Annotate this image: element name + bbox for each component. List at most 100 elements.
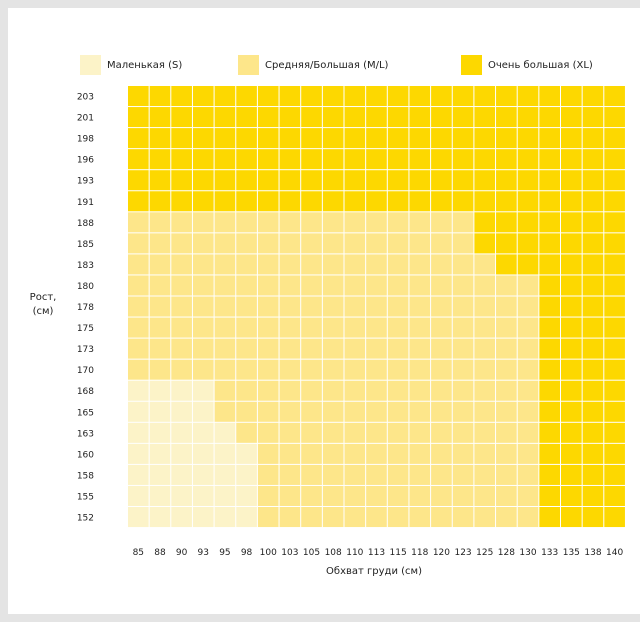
legend-label-ml: Средняя/Большая (M/L): [265, 60, 389, 71]
cell-163-135: [561, 422, 582, 443]
cell-191-110: [344, 191, 366, 212]
cell-183-100: [257, 254, 279, 275]
cell-175-123: [452, 317, 474, 338]
cell-185-85: [128, 233, 149, 254]
cell-165-98: [236, 401, 257, 422]
cell-152-108: [322, 507, 344, 528]
cell-191-138: [582, 191, 604, 212]
cell-196-98: [236, 149, 257, 170]
cell-160-88: [149, 443, 171, 464]
cell-198-110: [344, 128, 366, 149]
cell-152-88: [149, 507, 171, 528]
cell-168-118: [409, 380, 431, 401]
x-tick-label: 125: [476, 548, 493, 558]
cell-198-105: [301, 128, 322, 149]
cell-163-105: [301, 422, 322, 443]
cell-183-85: [128, 254, 149, 275]
cell-170-88: [149, 359, 171, 380]
cell-185-130: [517, 233, 539, 254]
cell-165-138: [582, 401, 604, 422]
cell-178-130: [517, 296, 539, 317]
cell-170-140: [604, 359, 625, 380]
cell-175-85: [128, 317, 149, 338]
cell-178-93: [192, 296, 214, 317]
cell-183-120: [431, 254, 452, 275]
cell-188-118: [409, 212, 431, 233]
cell-180-130: [517, 275, 539, 296]
cell-180-100: [257, 275, 279, 296]
cell-160-113: [366, 443, 387, 464]
cell-173-100: [257, 338, 279, 359]
y-tick-label: 193: [77, 177, 94, 187]
cell-191-90: [171, 191, 192, 212]
cell-198-85: [128, 128, 149, 149]
cell-175-135: [561, 317, 582, 338]
cell-175-128: [496, 317, 517, 338]
cell-173-123: [452, 338, 474, 359]
cell-183-140: [604, 254, 625, 275]
cell-163-120: [431, 422, 452, 443]
cell-183-123: [452, 254, 474, 275]
cell-175-105: [301, 317, 322, 338]
cell-196-88: [149, 149, 171, 170]
legend-swatch-xl: [461, 55, 482, 75]
y-tick-label: 163: [77, 429, 94, 439]
cell-198-93: [192, 128, 214, 149]
cell-185-95: [214, 233, 236, 254]
cell-158-128: [496, 464, 517, 485]
cell-191-93: [192, 191, 214, 212]
cell-163-118: [409, 422, 431, 443]
cell-196-130: [517, 149, 539, 170]
cell-188-128: [496, 212, 517, 233]
cell-168-125: [474, 380, 496, 401]
cell-175-95: [214, 317, 236, 338]
cell-191-123: [452, 191, 474, 212]
x-tick-label: 103: [281, 548, 298, 558]
cell-183-95: [214, 254, 236, 275]
x-tick-label: 90: [176, 548, 188, 558]
cell-196-95: [214, 149, 236, 170]
cell-203-130: [517, 86, 539, 107]
cell-201-103: [279, 107, 301, 128]
cell-158-120: [431, 464, 452, 485]
cell-185-90: [171, 233, 192, 254]
cell-178-110: [344, 296, 366, 317]
cell-178-120: [431, 296, 452, 317]
cell-201-130: [517, 107, 539, 128]
cell-201-98: [236, 107, 257, 128]
y-tick-label: 183: [77, 261, 94, 271]
x-tick-label: 95: [219, 548, 230, 558]
cell-203-103: [279, 86, 301, 107]
y-axis-label-line-1: Рост,: [30, 292, 57, 303]
cell-185-135: [561, 233, 582, 254]
cell-152-98: [236, 507, 257, 528]
y-tick-label: 168: [77, 387, 94, 397]
cell-203-115: [387, 86, 409, 107]
legend-label-xl: Очень большая (XL): [488, 60, 593, 71]
cell-175-90: [171, 317, 192, 338]
x-tick-label: 98: [241, 548, 253, 558]
cell-203-98: [236, 86, 257, 107]
cell-152-120: [431, 507, 452, 528]
cell-180-128: [496, 275, 517, 296]
cell-152-130: [517, 507, 539, 528]
cell-165-135: [561, 401, 582, 422]
cell-178-98: [236, 296, 257, 317]
cell-152-103: [279, 507, 301, 528]
cell-165-103: [279, 401, 301, 422]
cell-193-120: [431, 170, 452, 191]
cell-160-138: [582, 443, 604, 464]
cell-173-140: [604, 338, 625, 359]
cell-175-98: [236, 317, 257, 338]
cell-201-95: [214, 107, 236, 128]
y-tick-label: 188: [77, 219, 94, 229]
cell-158-110: [344, 464, 366, 485]
cell-201-125: [474, 107, 496, 128]
cell-160-133: [539, 443, 560, 464]
cell-196-140: [604, 149, 625, 170]
cell-173-115: [387, 338, 409, 359]
cell-163-100: [257, 422, 279, 443]
y-tick-label: 178: [77, 303, 94, 313]
y-tick-label: 152: [77, 514, 94, 524]
cell-201-133: [539, 107, 560, 128]
